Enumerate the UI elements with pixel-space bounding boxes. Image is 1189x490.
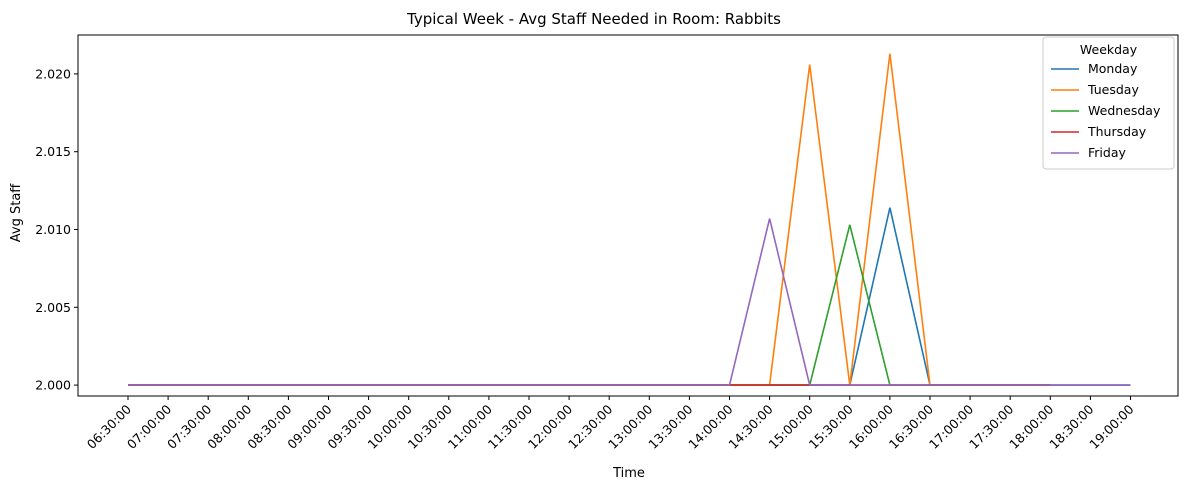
y-tick-label: 2.020	[35, 66, 71, 81]
legend-box	[1042, 36, 1175, 170]
y-tick-label: 2.000	[35, 378, 71, 393]
legend-entry: Thursday	[1087, 124, 1147, 139]
legend: Weekday Monday Tuesday Wednesday Thursday Fri…	[1042, 36, 1175, 170]
series-line-tuesday	[128, 53, 1051, 386]
y-tick-label: 2.010	[35, 222, 71, 237]
series-line-friday	[128, 218, 1131, 386]
legend-entry: Monday	[1088, 61, 1138, 76]
legend-entry: Wednesday	[1088, 103, 1161, 118]
plot-frame	[77, 34, 1179, 397]
legend-title: Weekday	[1080, 42, 1138, 57]
series-line-monday	[128, 207, 1131, 386]
y-tick-label: 2.005	[35, 300, 71, 315]
x-tick-label: 19:00:00	[1086, 401, 1136, 451]
y-tick-label: 2.015	[35, 144, 71, 159]
chart-title: Typical Week - Avg Staff Needed in Room:…	[406, 10, 781, 28]
plot-area: 06:30:0007:00:0007:30:0008:00:0008:30:00…	[35, 34, 1179, 452]
y-axis-label: Avg Staff	[9, 183, 24, 243]
legend-entry: Tuesday	[1087, 82, 1139, 97]
legend-entry: Friday	[1088, 145, 1126, 160]
x-axis-label: Time	[612, 466, 645, 481]
